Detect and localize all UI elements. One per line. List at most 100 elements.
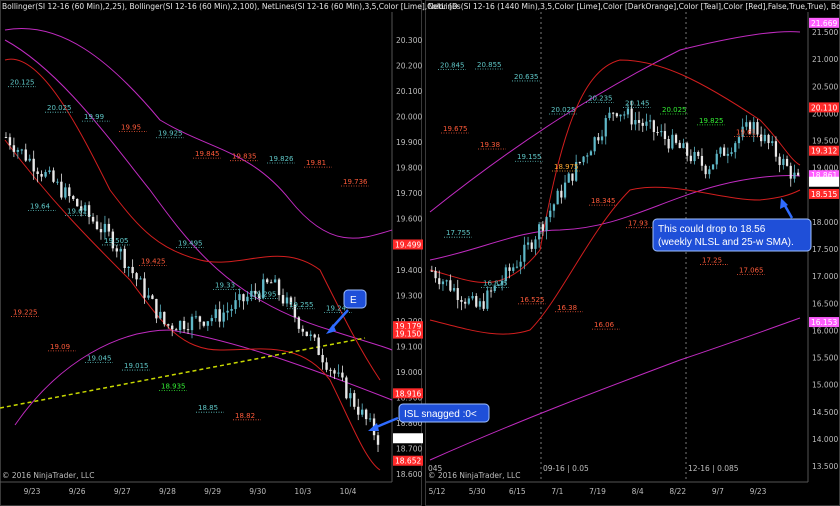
right-candle <box>578 162 581 164</box>
right-y-tick: 19.500 <box>812 137 838 146</box>
left-price-tag <box>393 455 423 466</box>
period-label: 12-16 | 0.085 <box>688 464 739 473</box>
right-candle <box>519 261 522 267</box>
right-candle <box>778 156 781 166</box>
right-level-label: 17.25 <box>702 257 722 265</box>
left-candle <box>119 248 122 252</box>
right-candle <box>534 239 537 249</box>
left-candle <box>198 316 202 322</box>
right-candle <box>545 217 548 231</box>
left-candle <box>273 279 277 283</box>
left-level-label: 19.295 <box>252 291 277 299</box>
left-x-tick: 9/26 <box>69 487 86 496</box>
left-candle <box>107 223 111 232</box>
right-level-label: 20.635 <box>514 73 539 81</box>
right-candle <box>637 120 641 123</box>
callout-isl-text: ISL snagged :0< <box>404 409 477 420</box>
slow-band-lower <box>14 329 393 426</box>
right-price-tag-label: 20.110 <box>811 103 837 112</box>
left-candle <box>281 295 285 304</box>
right-candle <box>575 162 578 181</box>
right-candle <box>467 298 470 304</box>
left-level-label: 19.33 <box>215 282 235 290</box>
left-candle <box>16 149 20 152</box>
right-candle <box>597 137 600 141</box>
left-candle <box>285 297 289 304</box>
left-candle <box>76 198 79 207</box>
left-candle <box>234 300 237 310</box>
left-candle <box>301 328 305 332</box>
right-level-label: 19.38 <box>480 141 500 149</box>
right-y-tick: 20.000 <box>812 109 838 118</box>
arrow-head-icon <box>780 198 788 209</box>
left-level-label: 19.24 <box>326 305 347 313</box>
left-copyright: © 2016 NinjaTrader, LLC <box>2 471 94 480</box>
right-candle <box>748 122 752 134</box>
left-level-label: 20.025 <box>47 104 72 112</box>
right-candle <box>771 141 774 144</box>
left-candle <box>48 170 51 173</box>
right-x-tick: 9/23 <box>750 487 767 496</box>
right-candle <box>674 134 678 143</box>
right-candle <box>667 139 670 149</box>
right-x-tick: 9/7 <box>712 487 724 496</box>
left-candle <box>52 170 55 182</box>
left-candle <box>32 158 35 172</box>
right-candle <box>452 288 456 291</box>
fast-band-lower <box>4 139 381 471</box>
right-y-tick: 15.000 <box>812 381 838 390</box>
right-y-tick: 16.500 <box>812 299 838 308</box>
daily-band-lower <box>429 186 801 335</box>
left-candle <box>79 206 83 211</box>
left-candle <box>139 278 142 280</box>
left-candle <box>44 172 47 177</box>
left-candle <box>163 311 166 325</box>
right-x-tick: 5/12 <box>429 487 446 496</box>
right-candle <box>526 242 530 245</box>
right-candle <box>723 147 726 156</box>
left-price-tag-label: 18.652 <box>395 457 421 466</box>
right-level-label: 17.065 <box>739 267 764 275</box>
left-price-tag <box>393 433 423 444</box>
right-candle <box>486 290 489 309</box>
left-candle <box>72 196 75 199</box>
right-y-tick: 18.000 <box>812 218 838 227</box>
callout-isl-box <box>398 403 490 423</box>
left-candle <box>167 324 170 326</box>
left-candle <box>353 393 356 407</box>
left-y-tick: 19.800 <box>396 164 422 173</box>
right-candle <box>700 155 704 166</box>
left-candle <box>222 312 225 322</box>
trend-line <box>0 337 366 409</box>
right-candle <box>760 134 763 142</box>
right-candle <box>697 151 700 156</box>
right-price-tag <box>809 317 839 328</box>
right-candle <box>626 108 630 115</box>
left-x-tick: 9/28 <box>159 487 176 496</box>
left-candle <box>103 223 107 233</box>
right-candle <box>489 290 493 292</box>
right-candle <box>449 280 452 291</box>
left-level-label: 19.925 <box>158 130 183 138</box>
left-y-tick: 19.600 <box>396 215 422 224</box>
right-level-label: 19.155 <box>517 153 542 161</box>
left-level-label: 19.495 <box>178 240 203 248</box>
right-candle <box>538 224 541 240</box>
right-candle <box>523 244 526 262</box>
right-candle <box>641 122 644 126</box>
right-candle <box>756 122 759 135</box>
left-candle <box>95 221 99 230</box>
right-panel-frame <box>425 0 840 506</box>
right-y-tick: 17.000 <box>812 272 838 281</box>
left-candle <box>317 337 320 355</box>
arrow-head-icon <box>368 423 379 431</box>
left-candle <box>111 231 115 249</box>
right-candle <box>649 120 652 122</box>
right-candle <box>586 155 589 157</box>
right-candle <box>552 204 556 211</box>
left-candle <box>309 334 312 336</box>
left-candle <box>341 372 344 378</box>
right-price-tag-label: 16.153 <box>811 318 837 327</box>
left-y-tick: 19.300 <box>396 291 422 300</box>
